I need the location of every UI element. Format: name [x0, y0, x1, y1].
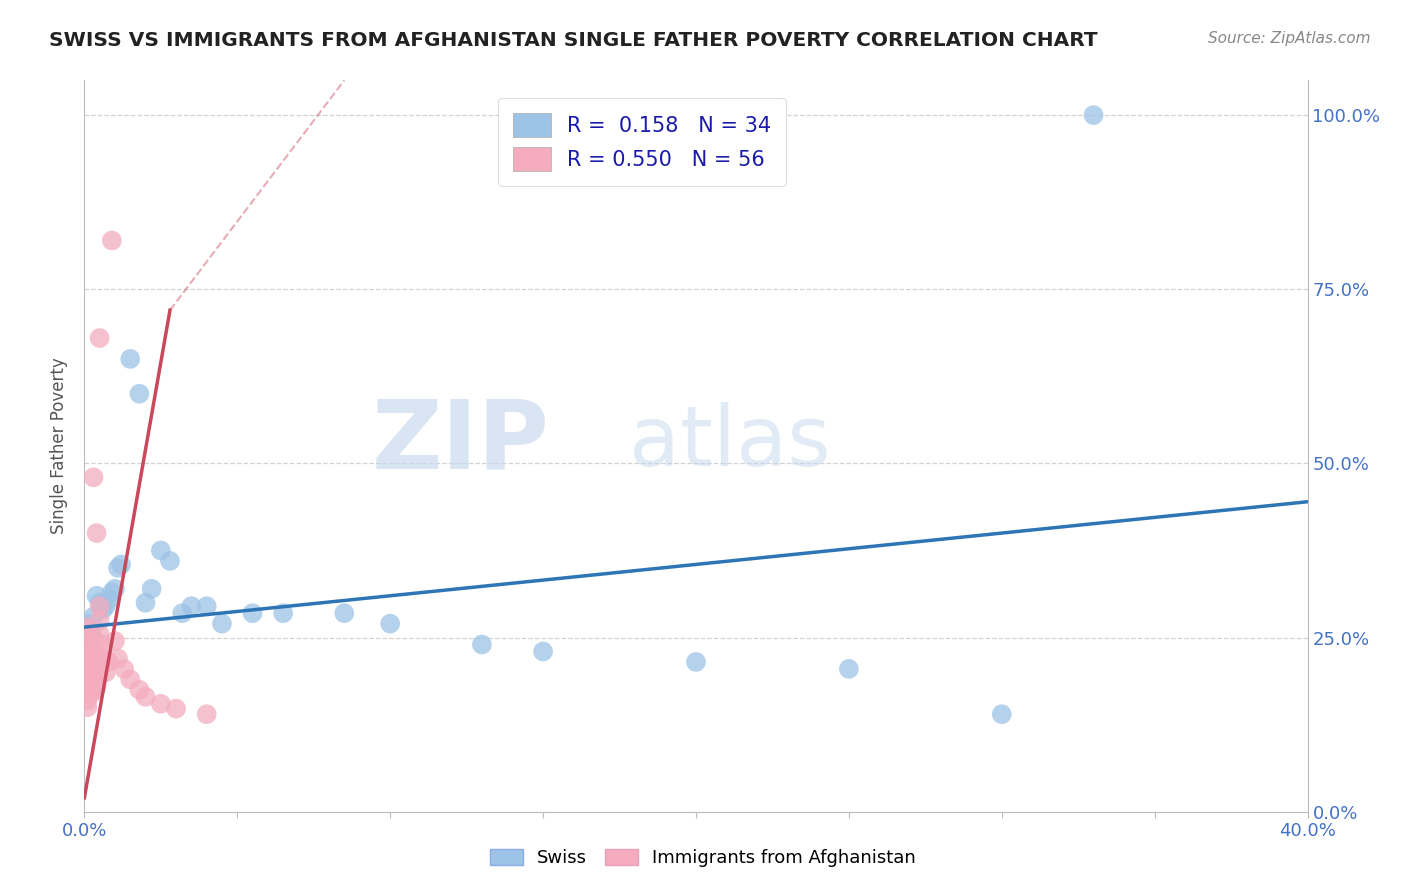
Point [101, 234, 124, 248]
Point [242, 606, 264, 620]
Point [471, 638, 494, 652]
Point [79, 682, 101, 697]
Point [195, 707, 218, 722]
Point [83, 609, 105, 624]
Point [75, 620, 97, 634]
Point [83, 644, 105, 658]
Point [149, 697, 172, 711]
Point [79, 624, 101, 638]
Point [112, 662, 135, 676]
Point [89, 599, 111, 614]
Point [94, 599, 117, 614]
Point [180, 599, 202, 614]
Point [77, 650, 100, 665]
Point [76, 665, 98, 680]
Text: ZIP: ZIP [371, 396, 550, 489]
Y-axis label: Single Father Poverty: Single Father Poverty [51, 358, 69, 534]
Text: Source: ZipAtlas.com: Source: ZipAtlas.com [1208, 31, 1371, 46]
Point [101, 585, 124, 599]
Point [149, 543, 172, 558]
Point [1083, 108, 1105, 122]
Point [76, 658, 98, 673]
Point [97, 592, 120, 607]
Point [110, 558, 132, 572]
Point [104, 582, 127, 596]
Point [120, 351, 142, 366]
Point [104, 634, 127, 648]
Point [83, 658, 105, 673]
Point [86, 655, 108, 669]
Point [75, 632, 97, 646]
Legend: R =  0.158   N = 34, R = 0.550   N = 56: R = 0.158 N = 34, R = 0.550 N = 56 [499, 98, 786, 186]
Point [76, 673, 98, 687]
Point [76, 646, 98, 660]
Point [76, 686, 98, 700]
Point [195, 599, 218, 614]
Point [76, 700, 98, 714]
Text: SWISS VS IMMIGRANTS FROM AFGHANISTAN SINGLE FATHER POVERTY CORRELATION CHART: SWISS VS IMMIGRANTS FROM AFGHANISTAN SIN… [49, 31, 1098, 50]
Point [86, 526, 108, 541]
Point [83, 673, 105, 687]
Point [211, 616, 233, 631]
Point [89, 613, 111, 627]
Point [107, 651, 129, 665]
Point [128, 682, 150, 697]
Point [86, 679, 108, 693]
Point [838, 662, 860, 676]
Point [83, 682, 105, 697]
Point [271, 606, 294, 620]
Point [86, 640, 108, 655]
Point [75, 627, 97, 641]
Point [991, 707, 1014, 722]
Point [380, 616, 402, 631]
Point [76, 640, 98, 655]
Point [79, 678, 101, 692]
Point [172, 606, 194, 620]
Point [79, 669, 101, 683]
Point [91, 638, 114, 652]
Point [159, 554, 181, 568]
Point [77, 644, 100, 658]
Point [83, 470, 105, 484]
Point [79, 660, 101, 674]
Point [76, 651, 98, 665]
Point [80, 686, 103, 700]
Point [91, 651, 114, 665]
Point [76, 636, 98, 650]
Point [97, 655, 120, 669]
Point [141, 582, 163, 596]
Point [76, 693, 98, 707]
Point [333, 606, 356, 620]
Point [135, 690, 157, 704]
Point [76, 679, 98, 693]
Point [135, 596, 157, 610]
Point [165, 701, 187, 715]
Point [77, 639, 100, 653]
Point [531, 644, 554, 658]
Point [89, 331, 111, 345]
Point [79, 665, 101, 680]
Point [107, 561, 129, 575]
Point [86, 589, 108, 603]
Point [76, 627, 98, 641]
Point [120, 673, 142, 687]
Point [86, 669, 108, 683]
Point [89, 627, 111, 641]
Point [89, 596, 111, 610]
Point [75, 624, 97, 638]
Point [91, 603, 114, 617]
Point [83, 631, 105, 645]
Text: atlas: atlas [628, 401, 831, 483]
Point [77, 634, 100, 648]
Point [94, 665, 117, 680]
Point [77, 655, 100, 669]
Legend: Swiss, Immigrants from Afghanistan: Swiss, Immigrants from Afghanistan [482, 841, 924, 874]
Point [685, 655, 707, 669]
Point [77, 616, 100, 631]
Point [76, 620, 98, 634]
Point [79, 673, 101, 688]
Point [128, 386, 150, 401]
